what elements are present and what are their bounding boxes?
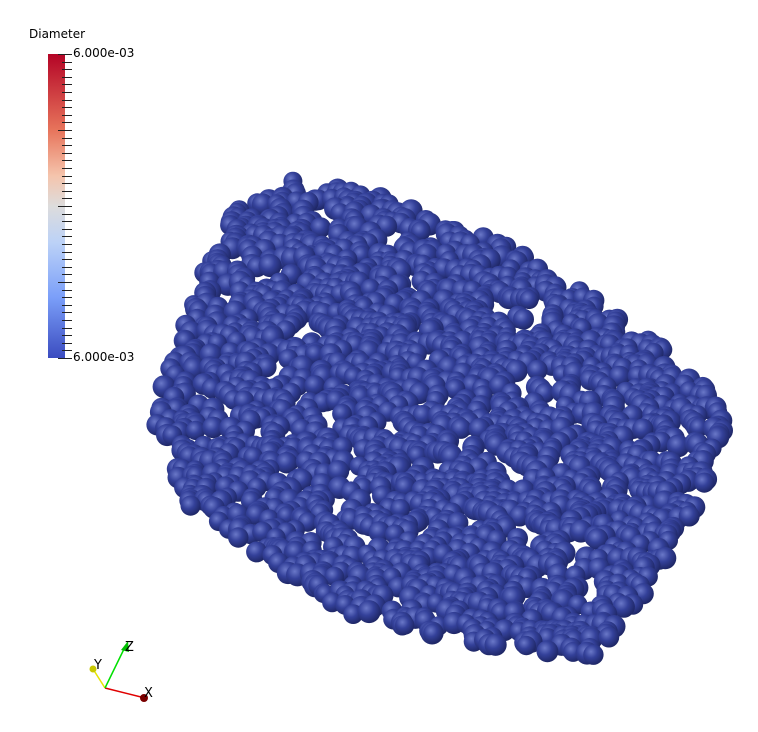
- color-legend-tick: [62, 145, 72, 146]
- color-legend-tick: [62, 115, 72, 116]
- color-legend-tick: [62, 191, 72, 192]
- color-legend-tick: [62, 84, 72, 85]
- axis-x-label: X: [144, 686, 153, 701]
- color-legend-tick: [62, 328, 72, 329]
- color-legend-tick: [62, 92, 72, 93]
- particle: [357, 600, 381, 624]
- color-legend-tick: [62, 69, 72, 70]
- color-legend-tick: [62, 350, 72, 351]
- particle: [368, 521, 391, 543]
- particle: [516, 635, 536, 656]
- particle: [484, 633, 507, 656]
- particle: [612, 595, 635, 618]
- color-legend-tick: [62, 290, 72, 291]
- color-legend-tick: [62, 214, 72, 215]
- color-legend-min: 6.000e-03: [73, 350, 135, 364]
- color-legend-tick: [62, 236, 72, 237]
- color-legend-tick: [62, 107, 72, 108]
- particle: [228, 527, 249, 548]
- particle: [694, 472, 715, 493]
- particle: [536, 640, 559, 663]
- particle-spheres: [146, 171, 733, 665]
- color-legend-tick: [62, 297, 72, 298]
- particle: [519, 290, 539, 310]
- color-legend-tick: [62, 335, 72, 336]
- color-legend-tick: [62, 176, 72, 177]
- color-legend-tick: [62, 183, 72, 184]
- particle: [202, 416, 224, 439]
- color-legend-tick: [62, 312, 72, 313]
- color-legend-tick: [62, 229, 72, 230]
- color-legend-tick: [62, 168, 72, 169]
- particle: [395, 615, 415, 635]
- particle: [666, 434, 690, 458]
- color-legend-tick: [62, 221, 72, 222]
- particle: [327, 460, 350, 483]
- color-legend-tick: [62, 100, 72, 101]
- particle: [412, 404, 434, 426]
- particle: [275, 451, 298, 474]
- color-legend-tick: [62, 274, 72, 275]
- color-legend-tick: [62, 62, 72, 63]
- particle: [598, 626, 620, 648]
- color-legend-tick: [62, 138, 72, 139]
- particle: [186, 420, 206, 441]
- color-legend-title: Diameter: [29, 27, 86, 41]
- color-legend-tick: [62, 259, 72, 260]
- color-legend-tick: [62, 343, 72, 344]
- particle: [258, 254, 282, 278]
- particle: [583, 644, 604, 665]
- particle: [513, 308, 534, 330]
- particle: [304, 375, 326, 396]
- color-legend-tick: [62, 122, 72, 123]
- color-legend-tick: [58, 54, 72, 55]
- orientation-axes: X Y Z: [89, 640, 153, 702]
- color-legend-tick: [62, 320, 72, 321]
- particle: [246, 541, 268, 563]
- axis-z-label: Z: [125, 640, 134, 655]
- color-legend-tick: [58, 130, 72, 131]
- particle: [527, 359, 548, 381]
- color-legend-tick: [62, 267, 72, 268]
- particle: [586, 528, 609, 550]
- color-legend-tick: [58, 358, 72, 359]
- color-legend-tick: [62, 77, 72, 78]
- particle: [678, 505, 700, 527]
- color-legend-tick: [58, 282, 72, 283]
- color-legend-tick: [62, 198, 72, 199]
- particle: [180, 495, 201, 516]
- color-legend-tick: [62, 153, 72, 154]
- color-legend-tick: [62, 160, 72, 161]
- color-legend-tick: [62, 305, 72, 306]
- axis-y-label: Y: [93, 658, 102, 673]
- color-legend-max: 6.000e-03: [73, 46, 135, 60]
- color-legend-tick: [62, 244, 72, 245]
- color-legend-tick: [58, 206, 72, 207]
- particle: [423, 623, 443, 644]
- color-legend-tick: [62, 252, 72, 253]
